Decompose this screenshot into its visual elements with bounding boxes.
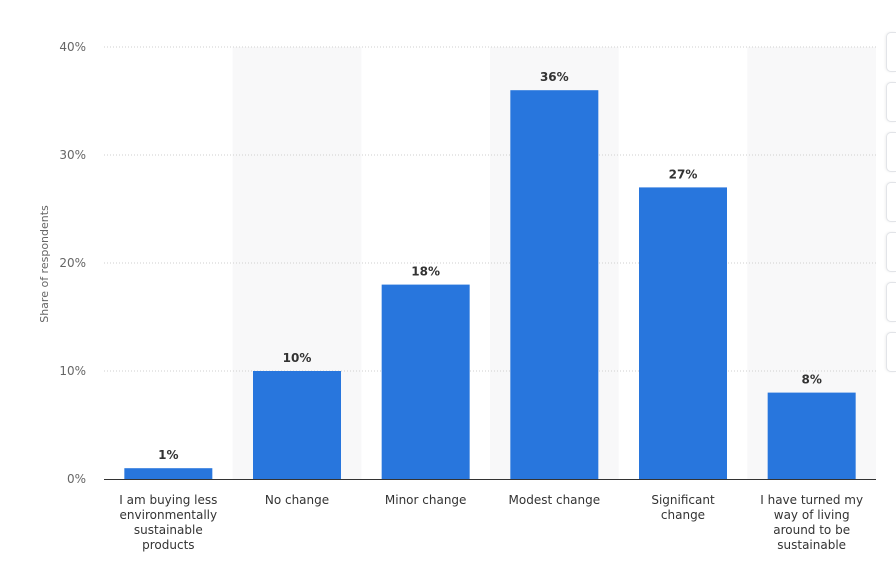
bars: 1% 10% 18% 36% 27% 8% <box>124 70 856 479</box>
data-label: 1% <box>158 448 178 462</box>
side-tab-4[interactable] <box>886 182 896 222</box>
y-tick-label: 20% <box>59 256 86 270</box>
category-label: I have turned my way of living around to b… <box>760 493 863 552</box>
bar[interactable] <box>253 371 341 479</box>
data-label: 10% <box>283 351 312 365</box>
bar[interactable] <box>639 187 727 479</box>
bar[interactable] <box>124 468 213 479</box>
side-tab-1[interactable] <box>886 32 896 72</box>
side-tab-5[interactable] <box>886 232 896 272</box>
category-label: No change <box>265 493 329 507</box>
data-label: 27% <box>669 167 698 181</box>
category-label: Minor change <box>385 493 467 507</box>
side-tab-3[interactable] <box>886 132 896 172</box>
category-label: Significant change <box>651 493 715 522</box>
category-label: I am buying less environmentally sustainab… <box>119 493 217 552</box>
bar[interactable] <box>381 284 470 479</box>
data-label: 36% <box>540 70 569 84</box>
data-label: 18% <box>411 265 440 279</box>
y-axis-label: Share of respondents <box>38 205 51 323</box>
y-tick-label: 30% <box>59 148 86 162</box>
side-tab-2[interactable] <box>886 82 896 122</box>
side-tab-7[interactable] <box>886 332 896 372</box>
bar[interactable] <box>767 392 856 479</box>
category-label: Modest change <box>509 493 601 507</box>
x-axis-categories: I am buying less environmentally sustainab… <box>119 493 863 552</box>
side-tab-6[interactable] <box>886 282 896 322</box>
y-axis-ticks: 0% 10% 20% 30% 40% <box>59 40 86 486</box>
y-tick-label: 0% <box>67 472 86 486</box>
y-tick-label: 40% <box>59 40 86 54</box>
y-tick-label: 10% <box>59 364 86 378</box>
data-label: 8% <box>801 373 821 387</box>
bar[interactable] <box>510 90 599 479</box>
